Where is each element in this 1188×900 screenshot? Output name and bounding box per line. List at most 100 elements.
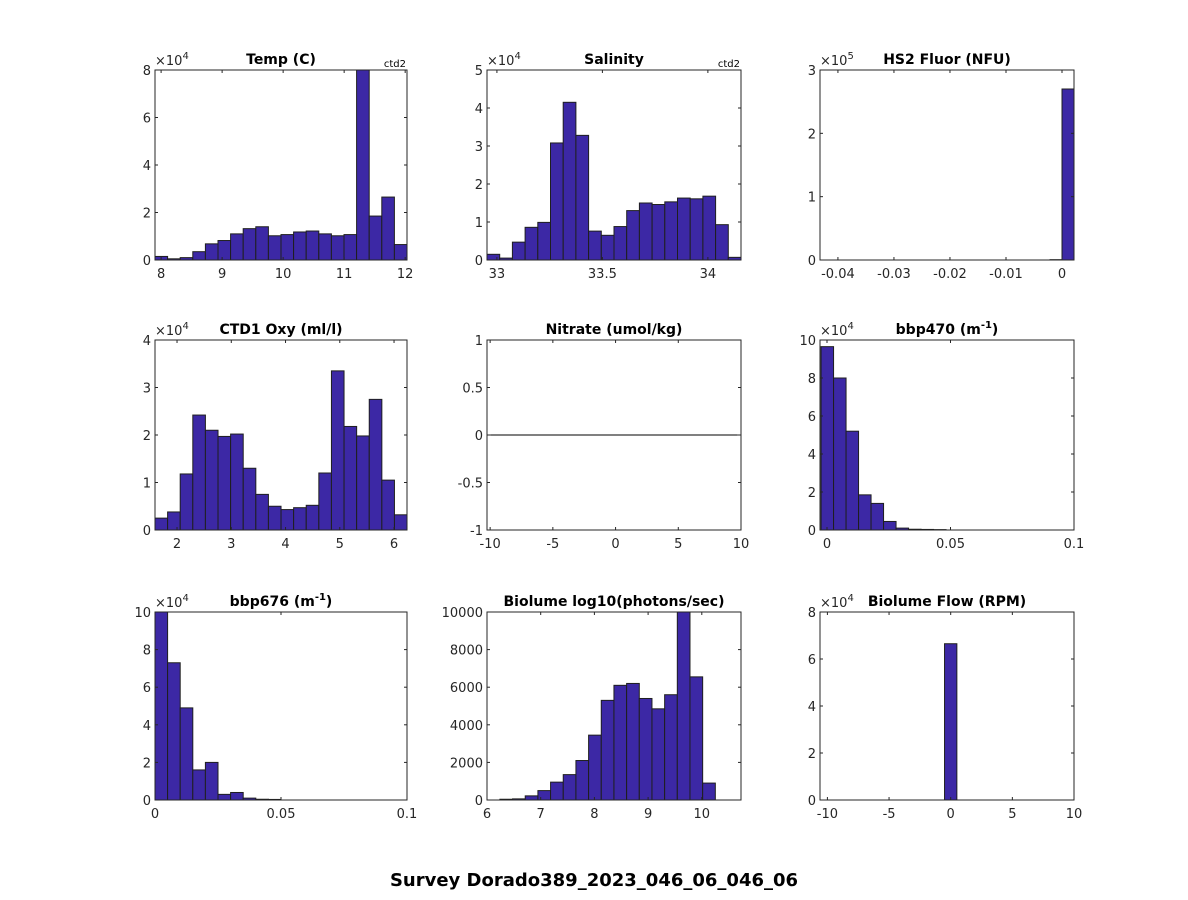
x-tick-label: 5: [1008, 807, 1016, 822]
y-tick-label: 0: [143, 524, 151, 539]
histogram-bar: [613, 684, 628, 800]
y-tick-label: 3: [475, 140, 483, 155]
y-tick-label: 0: [475, 254, 483, 269]
panel-title: Temp (C): [246, 52, 316, 68]
histogram-bar: [230, 233, 244, 260]
histogram-bar: [330, 370, 345, 530]
histogram-bar: [575, 760, 590, 800]
y-tick-label: 0: [143, 254, 151, 269]
x-tick-label: -0.02: [933, 267, 967, 282]
axes-background: [155, 612, 407, 800]
histogram-bar: [381, 196, 395, 260]
panel-title: Salinity: [584, 52, 644, 68]
x-tick-label: 33.5: [588, 267, 617, 282]
panel-title: Biolume Flow (RPM): [868, 594, 1026, 610]
x-tick-label: 33: [489, 267, 506, 282]
x-tick-label: -10: [817, 807, 838, 822]
x-tick-label: 34: [700, 267, 717, 282]
y-tick-label: 0.5: [462, 382, 483, 397]
histogram-bar: [242, 467, 257, 530]
y-tick-label: 4: [808, 448, 816, 463]
histogram-bar: [575, 134, 590, 260]
histogram-bar: [664, 694, 678, 800]
y-tick-label: 1: [475, 334, 483, 349]
panel-title: CTD1 Oxy (ml/l): [219, 322, 342, 338]
histogram-bar: [217, 793, 232, 800]
histogram-bar: [537, 790, 552, 800]
y-tick-label: 2: [808, 747, 816, 762]
histogram-bar: [343, 425, 358, 530]
histogram-bar: [1061, 88, 1074, 260]
y-tick-label: 10: [134, 606, 151, 621]
y-tick-label: 2: [143, 756, 151, 771]
y-tick-label: 6: [143, 681, 151, 696]
histogram-bar: [883, 520, 897, 530]
x-tick-label: 10: [733, 537, 750, 552]
y-tick-label: 8: [808, 606, 816, 621]
x-tick-label: 11: [336, 267, 353, 282]
axis-multiplier: ×104: [820, 321, 854, 339]
panel-title: bbp676 (m-1): [230, 592, 333, 610]
y-tick-label: 1: [475, 216, 483, 231]
histogram-bar: [318, 233, 332, 260]
histogram-bar: [267, 235, 282, 260]
histogram-bar: [562, 774, 577, 800]
corner-label: ctd2: [384, 59, 406, 70]
x-tick-label: -0.01: [989, 267, 1023, 282]
histogram-bar: [664, 201, 678, 260]
histogram-bar: [638, 697, 653, 800]
histogram-panel: 6 7 8 9 10 0 2000 4000 6000 8000 10000 Biolume log1…: [442, 594, 742, 822]
y-tick-label: 4000: [450, 719, 483, 734]
y-tick-label: 0: [808, 794, 816, 809]
axis-multiplier: ×104: [155, 321, 189, 339]
histogram-bar: [368, 398, 383, 530]
y-tick-label: 6: [808, 410, 816, 425]
histogram-bar: [204, 429, 219, 530]
histogram-bar: [192, 414, 206, 530]
histogram-panel: 8 9 10 11 12 0 2 4 6 8 ×104 Temp (C) ctd2: [143, 51, 414, 282]
x-tick-label: -10: [480, 537, 501, 552]
y-tick-label: 2: [808, 127, 816, 142]
histogram-bar: [179, 473, 194, 530]
x-tick-label: 0: [947, 807, 955, 822]
histogram-bar: [626, 210, 640, 260]
histogram-bar: [626, 682, 640, 800]
x-tick-label: 10: [275, 267, 292, 282]
histogram-bar: [651, 204, 666, 260]
histogram-bar: [600, 234, 615, 260]
x-tick-label: -5: [546, 537, 559, 552]
x-tick-label: 8: [157, 267, 165, 282]
x-tick-label: 0.05: [267, 807, 296, 822]
histogram-bar: [155, 517, 169, 530]
histogram-bar: [715, 224, 729, 260]
histogram-bar: [677, 197, 691, 260]
y-tick-label: 0: [143, 794, 151, 809]
y-tick-label: 2: [808, 486, 816, 501]
x-tick-label: 12: [397, 267, 414, 282]
panel-title: Nitrate (umol/kg): [546, 322, 683, 338]
axes-background: [820, 70, 1074, 260]
histogram-bar: [600, 699, 615, 800]
y-tick-label: 1: [808, 191, 816, 206]
x-tick-label: -0.03: [877, 267, 911, 282]
y-tick-label: 8: [808, 372, 816, 387]
y-tick-label: 0: [808, 524, 816, 539]
y-tick-label: 2: [475, 178, 483, 193]
histogram-bar: [267, 505, 282, 530]
axes-frame: [819, 339, 1075, 531]
histogram-bar: [318, 472, 332, 530]
x-tick-label: 4: [281, 537, 289, 552]
axis-multiplier: ×104: [487, 51, 521, 69]
x-tick-label: 10: [694, 807, 711, 822]
y-tick-label: 3: [808, 64, 816, 79]
histogram-bar: [944, 643, 958, 800]
histogram-bar: [689, 198, 704, 260]
y-tick-label: 0: [808, 254, 816, 269]
histogram-bar: [537, 221, 551, 260]
histogram-bar: [255, 493, 269, 530]
x-tick-label: 0.1: [397, 807, 418, 822]
figure-title: Survey Dorado389_2023_046_06_046_06: [389, 870, 799, 891]
y-tick-label: -1: [470, 524, 483, 539]
histogram-bar: [550, 142, 564, 260]
histogram-bar: [217, 435, 232, 530]
